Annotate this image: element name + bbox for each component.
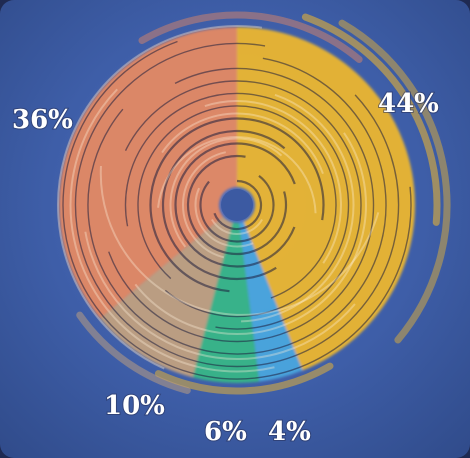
swirl-highlight: [182, 151, 226, 259]
swirl-highlight: [169, 137, 283, 248]
swirl-highlight: [161, 112, 324, 175]
swirl-streak: [76, 311, 191, 394]
swirl-highlight: [57, 25, 263, 370]
swirl-groove: [213, 179, 263, 231]
swirl-groove: [124, 80, 362, 330]
slice-label-10: 10%: [104, 391, 165, 421]
swirl-highlight: [204, 100, 342, 264]
swirl-groove: [62, 40, 412, 380]
swirl-groove: [186, 154, 288, 256]
slice-label-44: 44%: [378, 89, 439, 119]
swirl-highlight: [134, 132, 367, 335]
swirl-groove: [149, 117, 325, 293]
donut-hole: [221, 189, 253, 221]
pie-slice-36: [59, 27, 237, 319]
pie-slice-10: [99, 216, 233, 378]
swirl-streak: [338, 19, 451, 344]
slice-label-6: 6%: [204, 417, 247, 447]
swirl-highlight: [99, 165, 380, 316]
swirl-groove: [124, 92, 350, 318]
swirl-highlight: [241, 93, 355, 323]
pie-slice-6: [192, 222, 260, 383]
swirl-groove: [74, 42, 400, 368]
swirl-highlight: [69, 88, 275, 373]
swirl-highlight: [211, 218, 263, 235]
pie-slice-4: [239, 221, 303, 382]
swirl-groove: [137, 105, 337, 299]
swirl-streak: [154, 362, 334, 395]
swirl-highlight: [194, 187, 254, 248]
swirl-streak: [301, 13, 441, 226]
swirl-streak: [138, 11, 363, 63]
swirl-highlight: [157, 136, 317, 214]
swirl-groove: [174, 142, 296, 268]
swirl-groove: [161, 129, 286, 281]
slice-label-36: 36%: [12, 105, 73, 135]
swirl-highlight: [84, 231, 356, 360]
swirl-groove: [108, 67, 375, 343]
swirl-groove: [87, 57, 387, 355]
slice-label-4: 4%: [268, 417, 311, 447]
swirl-groove: [199, 174, 275, 243]
